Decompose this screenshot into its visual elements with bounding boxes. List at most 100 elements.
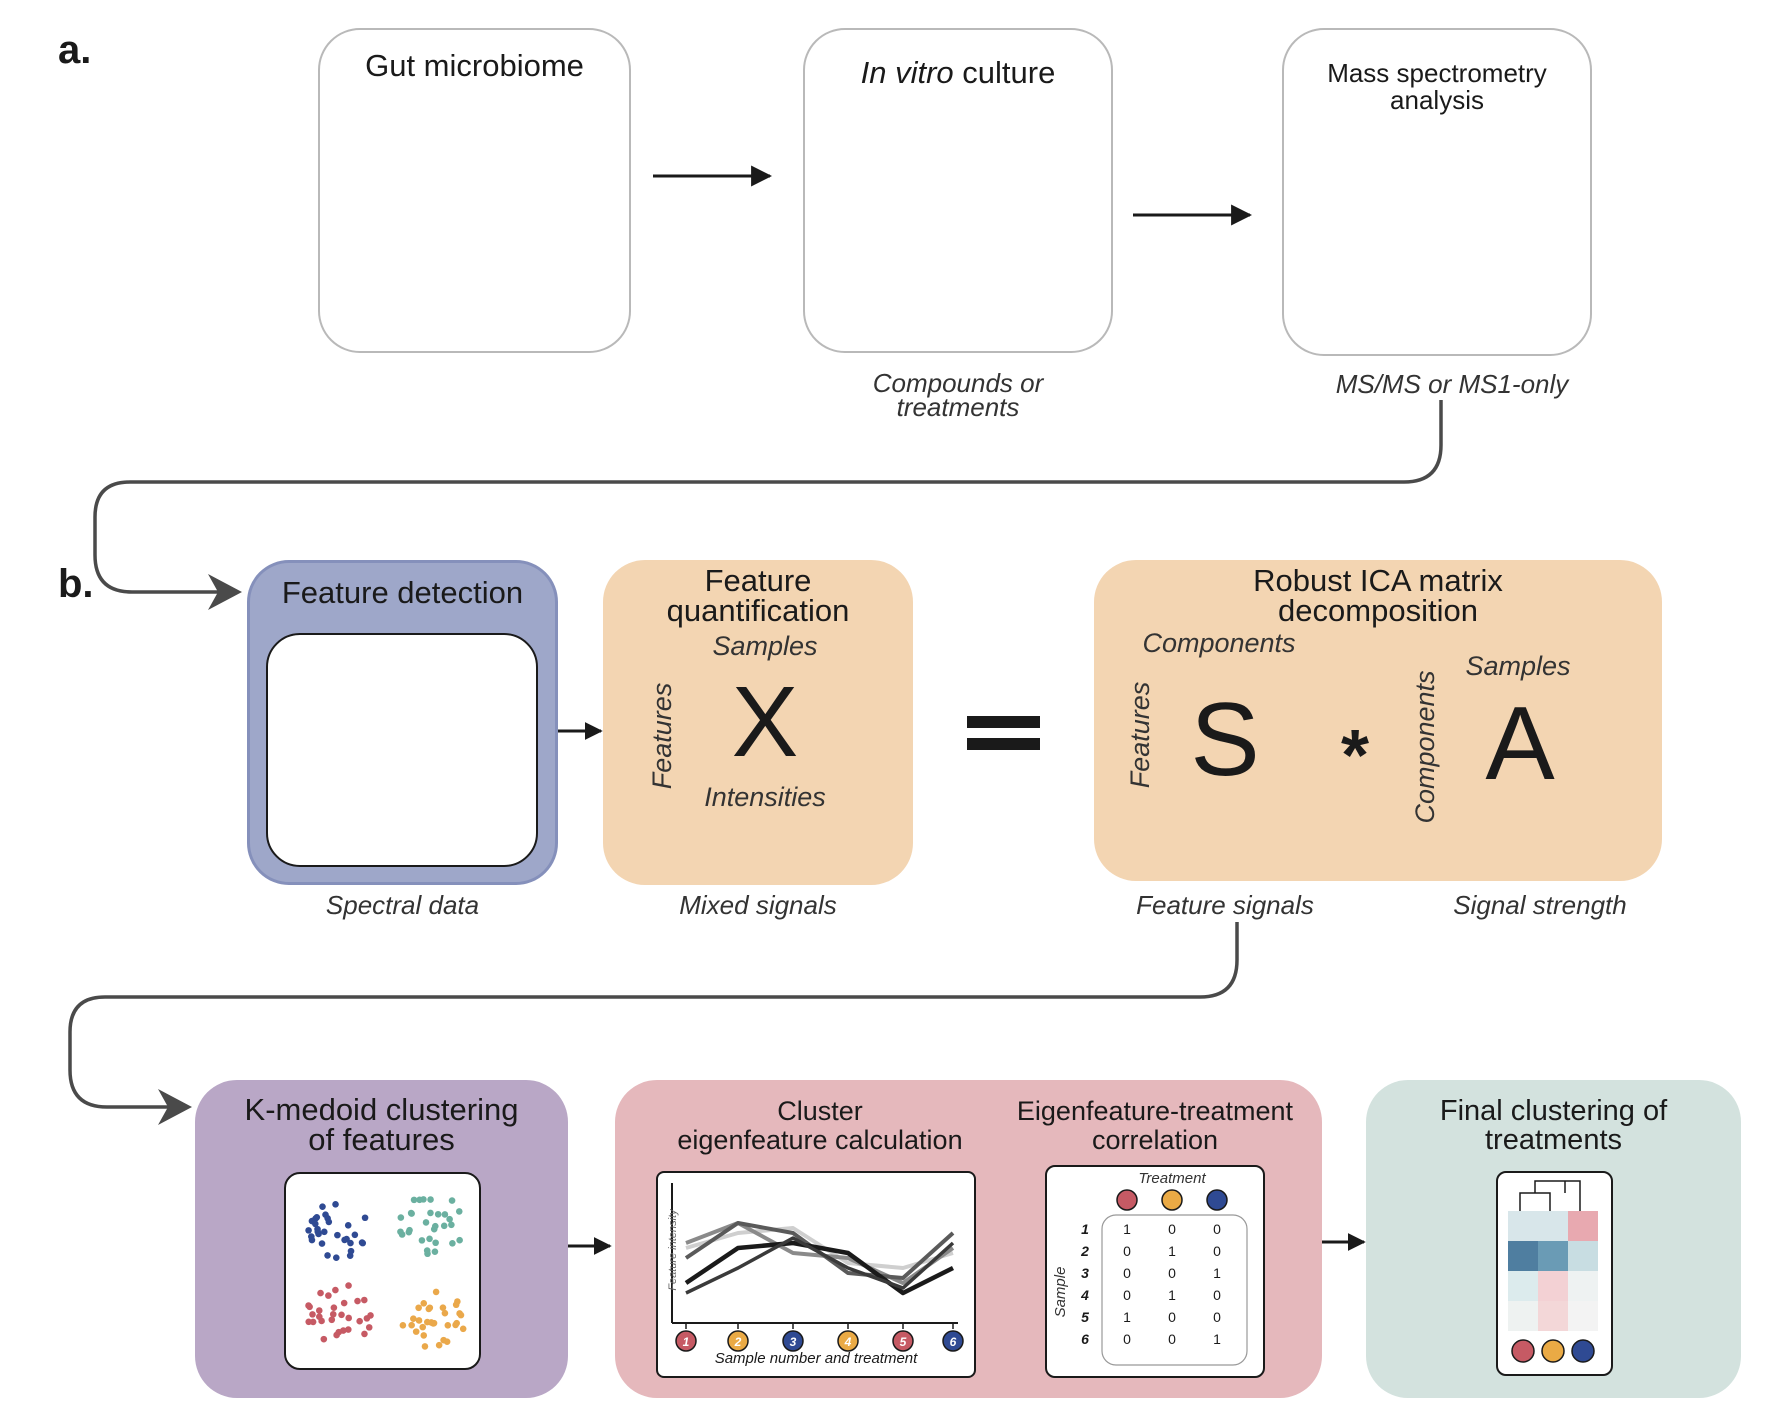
feature-quant-box	[603, 560, 913, 885]
cluster-point	[428, 1319, 435, 1326]
eigen-title: Cluster eigenfeature calculation	[655, 1097, 985, 1155]
eigen-line-chart: 1 2 3 4 5 6	[671, 1183, 964, 1352]
cluster-point	[309, 1311, 316, 1318]
cluster-point	[305, 1318, 312, 1326]
cluster-point	[426, 1304, 434, 1312]
heatmap-cell	[1508, 1211, 1538, 1241]
cluster-point	[449, 1239, 456, 1247]
cluster-point	[314, 1228, 322, 1236]
cluster-point	[408, 1321, 415, 1329]
treatment-marker	[1116, 1189, 1138, 1211]
matrix-cell: 0	[1168, 1221, 1176, 1237]
cluster-point	[315, 1307, 323, 1314]
cluster-point	[453, 1319, 460, 1327]
culture-title-rest: culture	[953, 55, 1056, 90]
ica-title-line2: decomposition	[1278, 593, 1478, 628]
sample-number: 5	[900, 1335, 907, 1349]
sample-marker	[782, 1330, 804, 1352]
equals-sign	[967, 716, 1040, 750]
cluster-point	[415, 1304, 422, 1312]
matrix-cell: 1	[1123, 1309, 1131, 1325]
connector-b-to-c	[68, 922, 1239, 1109]
ica-title: Robust ICA matrix decomposition	[1094, 563, 1662, 628]
cluster-point	[434, 1210, 442, 1218]
cluster-point	[406, 1226, 413, 1234]
eigenfeature-line	[685, 1226, 954, 1270]
cluster-point	[455, 1208, 463, 1215]
matrix-cell: 1	[1168, 1287, 1176, 1303]
kmedoid-scatter	[305, 1196, 467, 1350]
treatment-marker	[1571, 1339, 1595, 1363]
cluster-point	[318, 1240, 326, 1247]
cluster-point	[443, 1338, 451, 1346]
cluster-point	[420, 1196, 427, 1203]
cluster-point	[345, 1314, 353, 1322]
cluster-point	[446, 1215, 453, 1223]
ica-caption-signal-strength: Signal strength	[1453, 890, 1627, 920]
matrix-cell: 0	[1123, 1331, 1131, 1347]
matrix-cell: 0	[1213, 1221, 1221, 1237]
cluster-point	[334, 1231, 341, 1239]
cluster-point	[317, 1289, 324, 1297]
ica-title-line1: Robust ICA matrix	[1253, 563, 1503, 598]
treatment-marker	[1161, 1189, 1183, 1211]
ica-caption-feature-signals: Feature signals	[1136, 890, 1314, 920]
dendrogram	[1519, 1180, 1581, 1211]
cluster-point	[440, 1222, 448, 1230]
cluster-point	[325, 1292, 332, 1299]
cluster-point	[312, 1220, 319, 1228]
culture-caption-line2: treatments	[896, 392, 1020, 422]
cluster-point	[441, 1309, 449, 1317]
sample-marker	[837, 1330, 859, 1352]
cluster-point	[305, 1227, 312, 1234]
final-title-line1: Final clustering of	[1439, 1095, 1668, 1127]
row-label: 2	[1080, 1243, 1089, 1259]
cluster-point	[360, 1296, 368, 1304]
cluster-point	[441, 1211, 449, 1218]
cluster-point	[452, 1301, 460, 1309]
cluster-point	[420, 1332, 428, 1339]
treatment-marker	[1511, 1339, 1535, 1363]
eigen-y-axis-label: Feature intensity	[667, 1209, 679, 1291]
kmedoid-title-line2: of features	[308, 1122, 455, 1157]
matrix-cell: 0	[1213, 1309, 1221, 1325]
cluster-point	[320, 1335, 328, 1343]
matrix-frame	[1101, 1214, 1248, 1366]
cluster-point	[329, 1310, 337, 1318]
sample-marker	[892, 1330, 914, 1352]
culture-box	[803, 28, 1113, 353]
matrix-cell: 1	[1213, 1331, 1221, 1347]
cluster-point	[332, 1286, 339, 1294]
heatmap-cell	[1508, 1301, 1538, 1331]
cluster-point	[421, 1343, 429, 1350]
mass-spec-title-line2: analysis	[1390, 85, 1484, 115]
final-heatmap	[1508, 1180, 1598, 1363]
feature-quant-caption: Mixed signals	[679, 890, 837, 920]
final-heatmap-panel	[1496, 1171, 1613, 1376]
cluster-point	[432, 1288, 440, 1296]
corr-title: Eigenfeature-treatment correlation	[995, 1097, 1315, 1155]
quant-features-label: Features	[647, 682, 677, 790]
cluster-point	[330, 1304, 338, 1311]
matrix-cell: 0	[1123, 1243, 1131, 1259]
feature-quant-title-line1: Feature	[704, 563, 812, 598]
cluster-point	[456, 1236, 463, 1244]
cluster-point	[412, 1328, 420, 1335]
cluster-point	[399, 1321, 407, 1329]
cluster-point	[324, 1252, 331, 1259]
cluster-point	[432, 1239, 439, 1247]
cluster-point	[332, 1254, 340, 1261]
final-title-line2: treatments	[1485, 1124, 1622, 1156]
cluster-point	[418, 1237, 426, 1244]
cluster-point	[448, 1197, 456, 1204]
heatmap-cell	[1538, 1271, 1568, 1301]
treatment-marker	[1541, 1339, 1565, 1363]
row-label: 4	[1080, 1287, 1089, 1303]
cluster-point	[407, 1209, 415, 1217]
eigenfeature-line	[685, 1236, 955, 1295]
matrix-cell: 0	[1123, 1287, 1131, 1303]
matrix-cell: 0	[1123, 1265, 1131, 1281]
sample-number: 1	[683, 1335, 690, 1349]
cluster-point	[397, 1214, 405, 1221]
